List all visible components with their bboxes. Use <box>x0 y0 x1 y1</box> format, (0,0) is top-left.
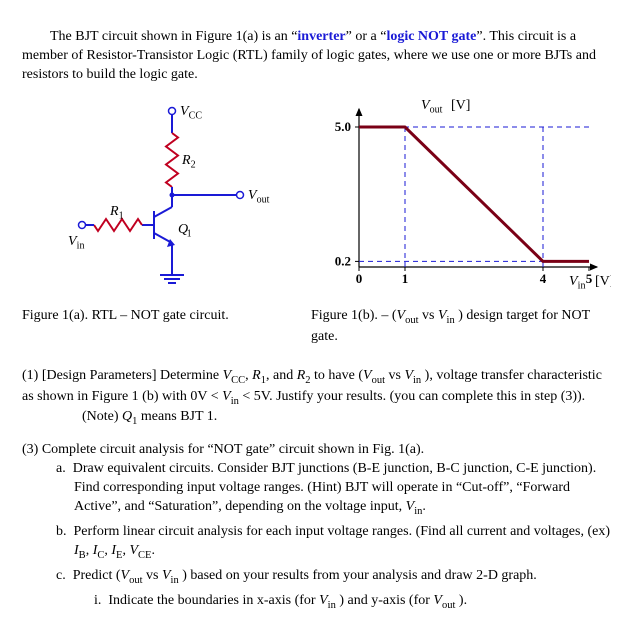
term-not-gate: logic NOT gate <box>386 29 476 44</box>
svg-text:0.2: 0.2 <box>335 253 351 268</box>
svg-text:1: 1 <box>186 228 191 239</box>
svg-text:R: R <box>181 153 191 168</box>
svg-text:CC: CC <box>188 110 202 121</box>
term-inverter: inverter <box>297 29 345 44</box>
question-3: (3) Complete circuit analysis for “NOT g… <box>22 441 611 612</box>
svg-text:4: 4 <box>540 271 547 286</box>
circuit-diagram: VCCR2VoutQ1R1Vin <box>42 95 282 305</box>
intro-paragraph: The BJT circuit shown in Figure 1(a) is … <box>22 28 611 85</box>
svg-text:1: 1 <box>402 271 409 286</box>
intro-mid: ” or a “ <box>346 29 387 44</box>
svg-text:in: in <box>76 240 84 251</box>
svg-text:[V]: [V] <box>595 274 611 289</box>
caption-1b: Figure 1(b). – (Vout vs Vin ) design tar… <box>311 307 611 347</box>
svg-text:out: out <box>256 194 269 205</box>
intro-pre: The BJT circuit shown in Figure 1(a) is … <box>50 29 297 44</box>
svg-text:in: in <box>578 280 586 291</box>
svg-text:5: 5 <box>586 271 593 286</box>
question-1: (1) [Design Parameters] Determine VCC, R… <box>22 367 611 430</box>
figure-1a-col: VCCR2VoutQ1R1Vin Figure 1(a). RTL – NOT … <box>22 95 301 326</box>
q3a: a. Draw equivalent circuits. Consider BJ… <box>56 460 611 519</box>
svg-text:5.0: 5.0 <box>335 119 351 134</box>
questions: (1) [Design Parameters] Determine VCC, R… <box>22 367 611 613</box>
q3c: c. Predict (Vout vs Vin ) based on your … <box>56 567 611 588</box>
q1-note: (Note) Q1 means BJT 1. <box>82 408 217 429</box>
figures-row: VCCR2VoutQ1R1Vin Figure 1(a). RTL – NOT … <box>22 95 611 347</box>
svg-text:0: 0 <box>356 271 363 286</box>
svg-text:out: out <box>430 104 443 115</box>
svg-text:2: 2 <box>190 159 195 170</box>
svg-text:R: R <box>109 204 119 219</box>
figure-1b-col: Vout[V]Vin[V]5.00.20145 Figure 1(b). – (… <box>311 95 611 347</box>
vtc-chart: Vout[V]Vin[V]5.00.20145 <box>311 95 611 305</box>
caption-1a: Figure 1(a). RTL – NOT gate circuit. <box>22 307 301 326</box>
svg-text:1: 1 <box>118 210 123 221</box>
svg-text:[V]: [V] <box>451 98 470 113</box>
q3c-i: i. Indicate the boundaries in x-axis (fo… <box>94 592 611 613</box>
q3b: b. Perform linear circuit analysis for e… <box>56 523 611 563</box>
